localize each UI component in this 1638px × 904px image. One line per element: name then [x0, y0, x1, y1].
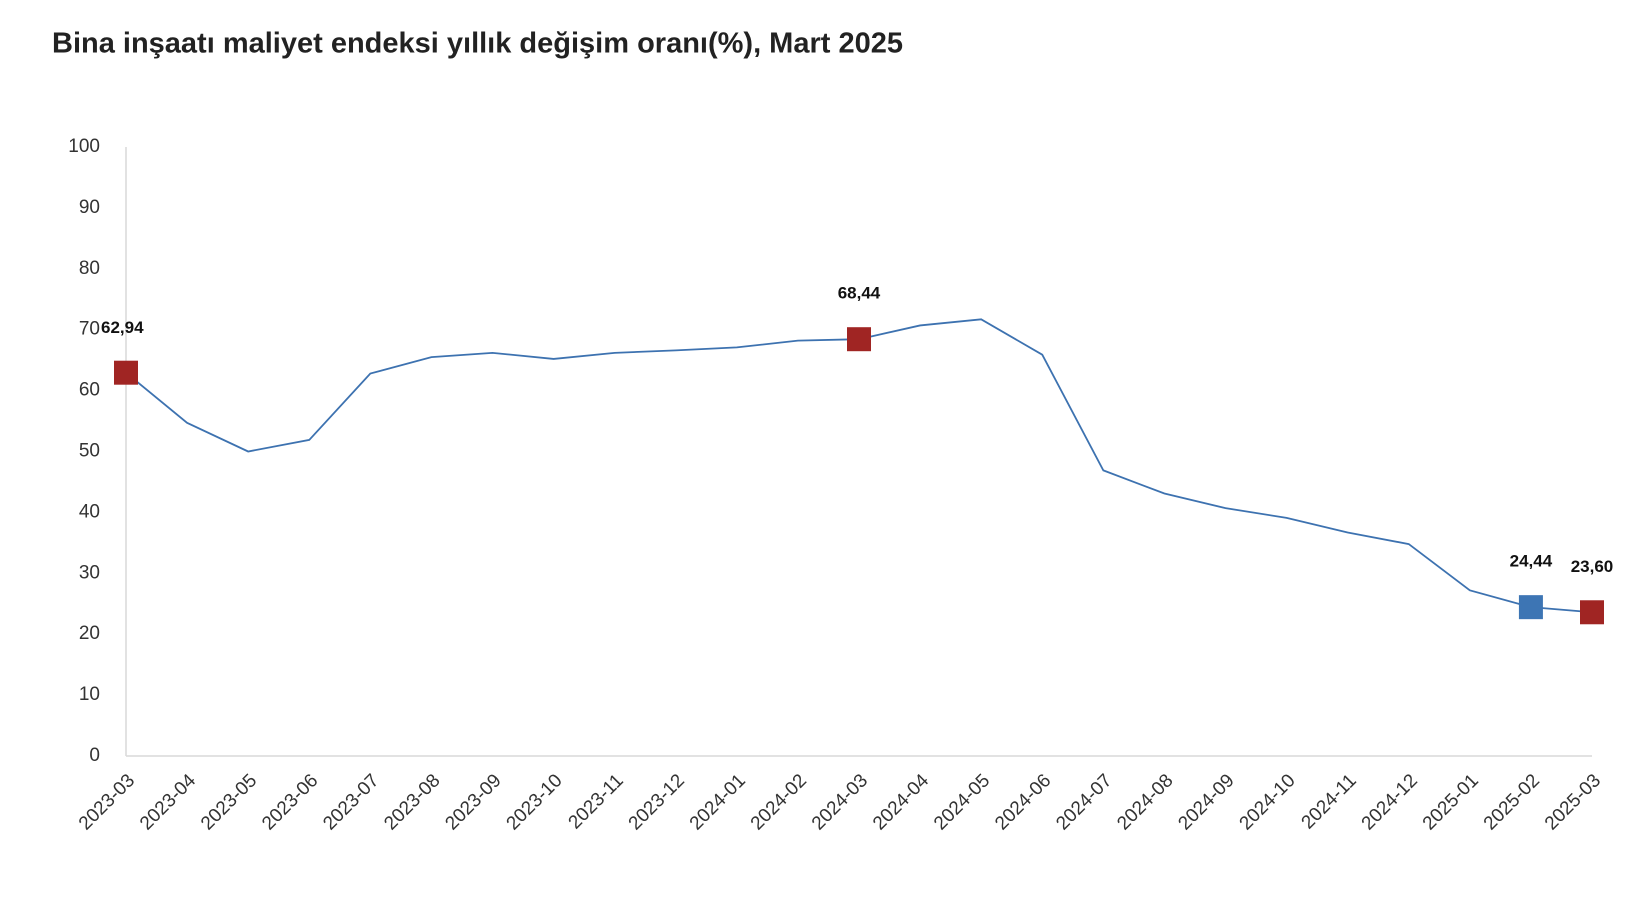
- marker: [1580, 600, 1604, 625]
- x-tick-label: 2024-11: [1298, 770, 1361, 833]
- marker: [114, 360, 138, 385]
- y-tick-label: 70: [79, 319, 100, 340]
- x-tick-label: 2023-12: [625, 770, 689, 834]
- x-tick-label: 2023-11: [565, 770, 628, 833]
- x-tick-label: 2024-03: [808, 770, 872, 834]
- value-label: 68,44: [838, 284, 881, 303]
- data-line: [125, 318, 1593, 614]
- x-tick-label: 2023-08: [380, 770, 444, 834]
- y-tick-label: 40: [79, 501, 100, 522]
- y-tick-label: 100: [68, 136, 100, 157]
- x-tick-label: 2023-03: [75, 770, 139, 834]
- x-tick-label: 2023-10: [503, 770, 567, 834]
- y-tick-label: 10: [79, 684, 100, 705]
- x-tick-label: 2024-01: [686, 770, 750, 834]
- x-tick-label: 2024-08: [1113, 770, 1177, 834]
- y-tick-label: 0: [89, 745, 100, 766]
- x-tick-label: 2024-07: [1052, 770, 1116, 834]
- chart-title: Bina inşaatı maliyet endeksi yıllık deği…: [52, 28, 903, 60]
- x-tick-label: 2023-04: [136, 770, 200, 834]
- y-tick-label: 30: [79, 562, 100, 583]
- value-label: 62,94: [101, 318, 144, 337]
- value-label: 23,60: [1571, 557, 1614, 576]
- y-tick-label: 90: [79, 197, 100, 218]
- x-tick-label: 2024-06: [991, 770, 1055, 834]
- y-tick-label: 50: [79, 441, 100, 462]
- y-tick-label: 60: [79, 380, 100, 401]
- x-tick-label: 2024-10: [1236, 770, 1300, 834]
- y-tick-label: 20: [79, 623, 100, 644]
- x-tick-label: 2023-06: [258, 770, 322, 834]
- x-tick-label: 2024-12: [1358, 770, 1422, 834]
- marker: [1518, 595, 1543, 620]
- x-tick-label: 2023-05: [197, 770, 261, 834]
- x-tick-label: 2023-09: [441, 770, 505, 834]
- y-tick-label: 80: [79, 258, 100, 279]
- x-tick-label: 2025-03: [1541, 770, 1605, 834]
- x-tick-label: 2024-09: [1174, 770, 1238, 834]
- marker: [847, 327, 871, 352]
- x-tick-label: 2023-07: [319, 770, 383, 834]
- x-tick-label: 2024-02: [747, 770, 811, 834]
- value-label: 24,44: [1510, 552, 1553, 571]
- x-tick-label: 2025-02: [1480, 770, 1544, 834]
- x-tick-label: 2024-04: [869, 770, 933, 834]
- x-tick-label: 2025-01: [1419, 770, 1483, 834]
- x-tick-label: 2024-05: [930, 770, 994, 834]
